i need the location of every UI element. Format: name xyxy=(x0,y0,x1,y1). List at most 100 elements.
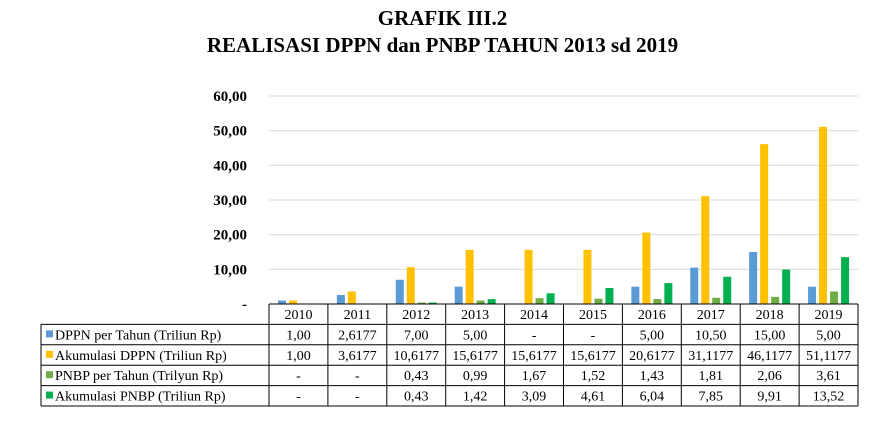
bar xyxy=(830,291,839,304)
category-label: 2010 xyxy=(284,308,312,323)
bar xyxy=(771,296,780,304)
data-label: 15,6177 xyxy=(570,349,616,364)
legend-swatch xyxy=(46,350,53,358)
bar xyxy=(454,286,463,304)
data-label: 3,09 xyxy=(522,390,547,405)
data-label: 3,6177 xyxy=(338,349,377,364)
category-label: 2018 xyxy=(756,308,784,323)
legend-swatch xyxy=(46,330,53,338)
grid-lines xyxy=(269,95,858,270)
y-tick-label: - xyxy=(242,297,247,313)
y-tick-label: 50,00 xyxy=(213,124,247,140)
data-label: 51,1177 xyxy=(806,349,851,364)
bar xyxy=(712,297,721,304)
bar xyxy=(277,300,286,304)
y-tick-label: 20,00 xyxy=(213,228,247,244)
category-label: 2019 xyxy=(815,308,843,323)
data-label: 1,67 xyxy=(522,369,547,384)
data-label: 1,42 xyxy=(463,390,488,405)
data-label: 9,91 xyxy=(757,390,782,405)
data-label: 0,99 xyxy=(463,369,488,384)
bar xyxy=(690,267,699,304)
data-label: 15,6177 xyxy=(511,349,557,364)
category-label: 2011 xyxy=(344,308,371,323)
category-label: 2015 xyxy=(579,308,607,323)
chart-title-line-1: GRAFIK III.2 xyxy=(377,6,508,30)
data-label: 31,1177 xyxy=(688,349,733,364)
data-label: 46,1177 xyxy=(747,349,792,364)
bar xyxy=(336,294,345,304)
data-label: 1,81 xyxy=(699,369,724,384)
category-label: 2014 xyxy=(520,308,548,323)
data-label: - xyxy=(355,390,360,405)
data-label: 15,00 xyxy=(754,328,786,343)
legend-swatch xyxy=(46,371,53,379)
data-label: 4,61 xyxy=(581,390,606,405)
bar xyxy=(288,300,297,304)
bar xyxy=(476,300,485,304)
bar xyxy=(782,269,791,304)
data-label: - xyxy=(532,328,537,343)
y-tick-label: 40,00 xyxy=(213,158,247,174)
bar xyxy=(605,288,614,304)
y-axis-ticks: - 10,00 20,00 30,00 40,00 50,00 60,00 xyxy=(213,89,247,313)
bar xyxy=(631,286,640,304)
chart-title-line-2: REALISASI DPPN dan PNBP TAHUN 2013 sd 20… xyxy=(206,33,679,57)
bar xyxy=(406,267,415,304)
data-label: 5,00 xyxy=(640,328,665,343)
bar xyxy=(583,249,592,304)
data-label: 2,06 xyxy=(757,369,782,384)
data-label: 7,00 xyxy=(404,328,429,343)
bar xyxy=(487,299,496,304)
bars xyxy=(277,126,850,304)
data-label: 15,6177 xyxy=(452,349,498,364)
data-label: - xyxy=(591,328,596,343)
series-name: Akumulasi DPPN (Triliun Rp) xyxy=(55,349,227,364)
data-label: 7,85 xyxy=(699,390,724,405)
data-label: 1,00 xyxy=(286,328,311,343)
bar xyxy=(701,196,710,304)
category-label: 2017 xyxy=(697,308,725,323)
bar xyxy=(749,252,758,304)
data-label: 1,00 xyxy=(286,349,311,364)
category-label: 2012 xyxy=(402,308,430,323)
data-label: - xyxy=(296,369,301,384)
data-label: 13,52 xyxy=(813,390,845,405)
data-label: 5,00 xyxy=(816,328,841,343)
bar xyxy=(664,283,673,304)
bar xyxy=(723,276,732,304)
data-label: 20,6177 xyxy=(629,349,675,364)
bar xyxy=(465,249,474,304)
series-name: Akumulasi PNBP (Triliun Rp) xyxy=(55,390,226,405)
bar xyxy=(524,249,533,304)
y-tick-label: 60,00 xyxy=(213,89,247,105)
bar xyxy=(642,232,651,304)
data-table: 2010 2011 2012 2013 2014 2015 2016 2017 2018 2019… xyxy=(40,303,859,407)
data-label: 5,00 xyxy=(463,328,488,343)
bar xyxy=(841,257,850,304)
data-label: 2,6177 xyxy=(338,328,377,343)
bar xyxy=(417,302,426,304)
bar xyxy=(808,286,817,304)
data-label: - xyxy=(296,390,301,405)
bar xyxy=(428,302,437,304)
bar xyxy=(653,299,662,304)
data-label: 10,6177 xyxy=(394,349,440,364)
bar xyxy=(760,144,769,304)
category-label: 2013 xyxy=(461,308,489,323)
bar xyxy=(546,293,555,304)
data-label: 6,04 xyxy=(640,390,665,405)
y-tick-label: 10,00 xyxy=(213,262,247,278)
y-tick-label: 30,00 xyxy=(213,193,247,209)
bar xyxy=(819,126,828,304)
series-name: DPPN per Tahun (Triliun Rp) xyxy=(55,328,222,343)
data-label: 10,50 xyxy=(695,328,727,343)
data-label: 3,61 xyxy=(816,369,841,384)
category-label: 2016 xyxy=(638,308,666,323)
bar xyxy=(594,298,603,304)
data-label: 1,43 xyxy=(640,369,665,384)
legend-swatch xyxy=(46,391,53,399)
data-label: 0,43 xyxy=(404,390,429,405)
bar xyxy=(535,298,544,304)
